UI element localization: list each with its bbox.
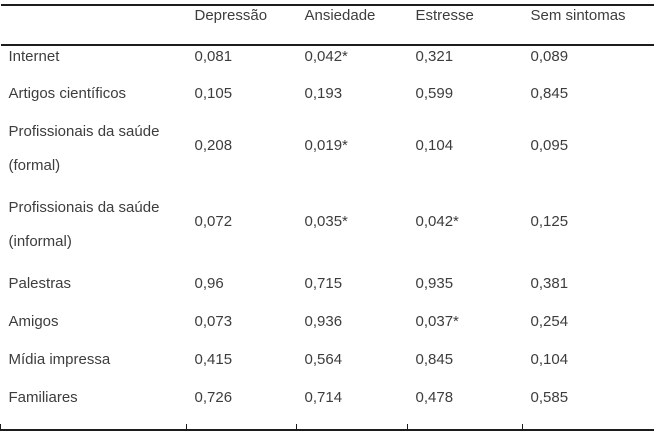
cell-value: 0,125: [530, 213, 569, 230]
cell-value: 0,599: [415, 85, 454, 102]
cell-value: 0,585: [530, 389, 569, 406]
table-row-midia-impressa: Mídia impressa 0,415 0,564 0,845 0,104: [1, 349, 654, 387]
table-row-profissionais-saude-formal: Profissionais da saúde (formal) 0,208 0,…: [1, 121, 654, 197]
column-tick: [186, 424, 297, 430]
column-header-ansiedade: Ansiedade: [296, 5, 408, 46]
row-label: Internet: [8, 48, 60, 65]
row-label-line-1: Profissionais da saúde: [8, 123, 160, 140]
cell-value: 0,104: [530, 351, 569, 368]
cell-value: 0,105: [194, 85, 233, 102]
cell-value: 0,089: [530, 48, 569, 65]
corner-cell-empty: [0, 5, 187, 46]
row-label: Profissionais da saúde (informal): [1, 197, 187, 273]
results-table: Depressão Ansiedade Estresse Sem sintoma…: [0, 4, 654, 431]
row-label: Familiares: [8, 389, 78, 406]
row-label: Artigos científicos: [8, 85, 127, 102]
cell-value: 0,208: [194, 137, 233, 154]
cell-value: 0,714: [304, 389, 343, 406]
table-row-palestras: Palestras 0,96 0,715 0,935 0,381: [1, 273, 654, 311]
row-label: Palestras: [8, 275, 72, 292]
column-header-depressao: Depressão: [186, 5, 297, 46]
cell-value: 0,072: [194, 213, 233, 230]
cell-value: 0,845: [530, 85, 569, 102]
cell-value: 0,321: [415, 48, 454, 65]
cell-value: 0,936: [304, 313, 343, 330]
cell-value: 0,081: [194, 48, 233, 65]
cell-value: 0,715: [304, 275, 343, 292]
cell-value: 0,019*: [304, 137, 348, 154]
row-label-line-1: Profissionais da saúde: [8, 199, 160, 216]
row-label: Amigos: [8, 313, 59, 330]
table-row-artigos-cientificos: Artigos científicos 0,105 0,193 0,599 0,…: [1, 83, 654, 121]
column-header-sem-sintomas: Sem sintomas: [522, 5, 654, 46]
cell-value: 0,415: [194, 351, 233, 368]
cell-value: 0,095: [530, 137, 569, 154]
row-label-line-2: (formal): [8, 157, 61, 174]
cell-value: 0,564: [304, 351, 343, 368]
header-row: Depressão Ansiedade Estresse Sem sintoma…: [0, 5, 654, 46]
table-row-amigos: Amigos 0,073 0,936 0,037* 0,254: [1, 311, 654, 349]
row-label: Profissionais da saúde (formal): [1, 121, 187, 197]
column-tick: [296, 424, 408, 430]
cell-value: 0,193: [304, 85, 343, 102]
table-row-internet: Internet 0,081 0,042* 0,321 0,089: [1, 45, 654, 83]
bottom-tick-row: [0, 424, 654, 430]
cell-value: 0,104: [415, 137, 454, 154]
cell-value: 0,042*: [415, 213, 459, 230]
cell-value: 0,96: [194, 275, 224, 292]
cell-value: 0,478: [415, 389, 454, 406]
cell-value: 0,726: [194, 389, 233, 406]
table-body: Internet 0,081 0,042* 0,321 0,089 Artigo…: [0, 45, 654, 430]
row-label: Mídia impressa: [8, 351, 111, 368]
cell-value: 0,381: [530, 275, 569, 292]
cell-value: 0,845: [415, 351, 454, 368]
row-label-line-2: (informal): [8, 233, 72, 250]
cell-value: 0,035*: [304, 213, 348, 230]
column-tick: [522, 424, 654, 430]
column-tick: [407, 424, 523, 430]
column-header-estresse: Estresse: [407, 5, 523, 46]
cell-value: 0,037*: [415, 313, 459, 330]
table-row-familiares: Familiares 0,726 0,714 0,478 0,585: [1, 387, 654, 424]
column-tick: [0, 424, 187, 430]
table-row-profissionais-saude-informal: Profissionais da saúde (informal) 0,072 …: [1, 197, 654, 273]
cell-value: 0,073: [194, 313, 233, 330]
cell-value: 0,254: [530, 313, 569, 330]
table-header: Depressão Ansiedade Estresse Sem sintoma…: [0, 5, 654, 46]
cell-value: 0,935: [415, 275, 454, 292]
cell-value: 0,042*: [304, 48, 348, 65]
